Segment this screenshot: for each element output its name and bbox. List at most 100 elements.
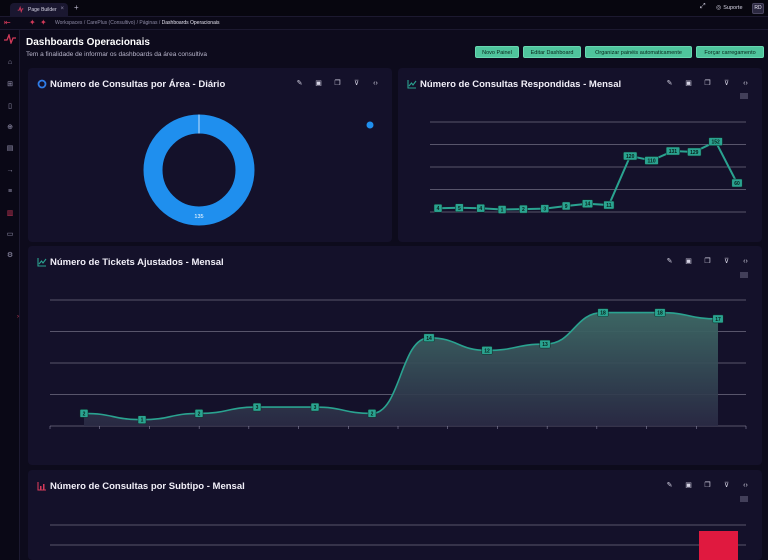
code-icon[interactable]: ‹› bbox=[743, 80, 748, 87]
favorite-icon[interactable]: ✦ bbox=[29, 18, 36, 27]
logo-icon[interactable] bbox=[4, 34, 16, 44]
arrow-right-icon[interactable]: → bbox=[6, 167, 14, 174]
bar bbox=[699, 531, 738, 560]
target-icon[interactable]: ⊕ bbox=[7, 124, 13, 131]
edit-icon[interactable]: ✎ bbox=[296, 80, 303, 87]
data-label: 129 bbox=[690, 150, 699, 156]
data-label-bg bbox=[423, 333, 435, 343]
clipboard-icon[interactable]: ▤ bbox=[6, 145, 14, 152]
new-tab-button[interactable]: + bbox=[74, 3, 79, 12]
data-label-bg bbox=[731, 178, 743, 188]
new-panel-button[interactable]: Novo Painel bbox=[475, 46, 519, 58]
data-label: 14 bbox=[426, 336, 432, 342]
donut-slice bbox=[143, 114, 255, 226]
breadcrumb-separator: / bbox=[83, 20, 86, 26]
edit-icon[interactable]: ✎ bbox=[666, 80, 673, 87]
copy-icon[interactable]: ❐ bbox=[704, 258, 711, 265]
breadcrumb-current: Dashboards Operacionais bbox=[161, 20, 220, 26]
panel-title: Número de Tickets Ajustados - Mensal bbox=[50, 257, 224, 268]
code-icon[interactable]: ‹› bbox=[743, 258, 748, 265]
data-label-bg bbox=[137, 415, 147, 424]
copy-icon[interactable]: ❐ bbox=[704, 80, 711, 87]
breadcrumb-careplus[interactable]: CarePlus (Consultivo) bbox=[86, 20, 136, 26]
panel-consultas-respondidas: Número de Consultas Respondidas - Mensal… bbox=[398, 68, 762, 242]
bookmark-icon[interactable]: ✦ bbox=[40, 18, 47, 27]
filter-icon[interactable]: ⊽ bbox=[723, 258, 730, 265]
data-label: 4 bbox=[479, 206, 482, 212]
delete-icon[interactable]: ▣ bbox=[315, 80, 322, 87]
support-button[interactable]: ◎ Suporte bbox=[716, 3, 743, 12]
chart-menu-icon[interactable] bbox=[740, 272, 748, 278]
sidebar: ⌂ ⊞ ▯ ⊕ ▤ → ≡ ▥ ▭ ⚙ bbox=[0, 30, 20, 560]
legend-marker bbox=[366, 121, 374, 129]
data-label-bg bbox=[539, 339, 551, 349]
chart-menu-icon[interactable] bbox=[740, 93, 748, 99]
breadcrumb-paginas[interactable]: Páginas bbox=[139, 20, 158, 26]
data-label-bg bbox=[519, 204, 528, 214]
breadcrumb-separator: / bbox=[158, 20, 161, 26]
line-chart: 4 5 4 1 2 3 9 14 11 120 110 131 129 152 60 bbox=[430, 121, 746, 214]
home-icon[interactable]: ⌂ bbox=[7, 59, 13, 66]
force-reload-button[interactable]: Forçar carregamento bbox=[696, 46, 764, 58]
data-label-bg bbox=[194, 409, 204, 418]
list-icon[interactable]: ≡ bbox=[7, 188, 13, 195]
back-icon[interactable]: ⇤ bbox=[4, 18, 11, 27]
copy-icon[interactable]: ❐ bbox=[334, 80, 341, 87]
area-chart-icon bbox=[37, 258, 47, 267]
panel-tickets-ajustados: Número de Tickets Ajustados - Mensal ✎ ▣… bbox=[28, 246, 762, 465]
settings-icon[interactable]: ⚙ bbox=[6, 252, 14, 259]
data-label: 2 bbox=[522, 207, 525, 213]
data-label-bg bbox=[712, 314, 724, 324]
data-label-bg bbox=[367, 409, 377, 418]
panel-title: Número de Consultas por Área - Diário bbox=[50, 79, 226, 90]
code-icon[interactable]: ‹› bbox=[743, 482, 748, 489]
close-tab-icon[interactable]: × bbox=[60, 6, 64, 12]
copy-icon[interactable]: ❐ bbox=[704, 482, 711, 489]
data-label: 3 bbox=[314, 405, 317, 411]
data-label: 17 bbox=[715, 317, 721, 323]
dashboard-icon[interactable]: ▥ bbox=[6, 210, 14, 217]
browser-tab-bar: Page Builder × + ⤢ ◎ Suporte RD bbox=[0, 0, 768, 17]
sitemap-icon[interactable]: ⊞ bbox=[7, 81, 13, 88]
data-label: 2 bbox=[83, 411, 86, 417]
delete-icon[interactable]: ▣ bbox=[685, 482, 692, 489]
avatar[interactable]: RD bbox=[752, 3, 764, 14]
data-label-bg bbox=[654, 308, 666, 317]
data-label-bg bbox=[597, 308, 609, 317]
page-builder-icon bbox=[17, 6, 24, 13]
filter-icon[interactable]: ⊽ bbox=[723, 482, 730, 489]
edit-dashboard-button[interactable]: Editar Dashboard bbox=[523, 46, 581, 58]
data-label-bg bbox=[603, 200, 615, 210]
filter-icon[interactable]: ⊽ bbox=[723, 80, 730, 87]
data-label-bg bbox=[665, 146, 680, 156]
browser-tab[interactable]: Page Builder × bbox=[10, 3, 68, 17]
collapse-sidebar-icon[interactable]: › bbox=[17, 314, 19, 320]
folder-icon[interactable]: ▭ bbox=[6, 231, 14, 238]
support-label: Suporte bbox=[723, 4, 743, 11]
data-label: 152 bbox=[711, 140, 720, 146]
fullscreen-icon[interactable]: ⤢ bbox=[700, 3, 706, 10]
data-label-bg bbox=[252, 402, 262, 412]
data-label: 5 bbox=[458, 206, 461, 212]
breadcrumb-separator: / bbox=[136, 20, 139, 26]
page-title: Dashboards Operacionais bbox=[26, 37, 150, 48]
data-label: 3 bbox=[256, 405, 259, 411]
breadcrumb-workspaces[interactable]: Workspaces bbox=[55, 20, 83, 26]
code-icon[interactable]: ‹› bbox=[373, 80, 378, 87]
data-label: 2 bbox=[371, 411, 374, 417]
breadcrumb-bar: ⇤ ✦ ✦ Workspaces / CarePlus (Consultivo)… bbox=[0, 17, 768, 30]
edit-icon[interactable]: ✎ bbox=[666, 482, 673, 489]
data-label: 2 bbox=[198, 411, 201, 417]
chart-menu-icon[interactable] bbox=[740, 496, 748, 502]
delete-icon[interactable]: ▣ bbox=[685, 258, 692, 265]
organize-panels-button[interactable]: Organizar painéis automaticamente bbox=[585, 46, 692, 58]
delete-icon[interactable]: ▣ bbox=[685, 80, 692, 87]
data-label-bg bbox=[540, 204, 550, 213]
filter-icon[interactable]: ⊽ bbox=[353, 80, 360, 87]
data-label: 120 bbox=[626, 154, 635, 160]
breadcrumb: Workspaces / CarePlus (Consultivo) / Pág… bbox=[55, 20, 219, 26]
edit-icon[interactable]: ✎ bbox=[666, 258, 673, 265]
document-icon[interactable]: ▯ bbox=[8, 103, 12, 110]
bar-chart bbox=[50, 524, 746, 560]
donut-chart-icon bbox=[37, 79, 47, 89]
